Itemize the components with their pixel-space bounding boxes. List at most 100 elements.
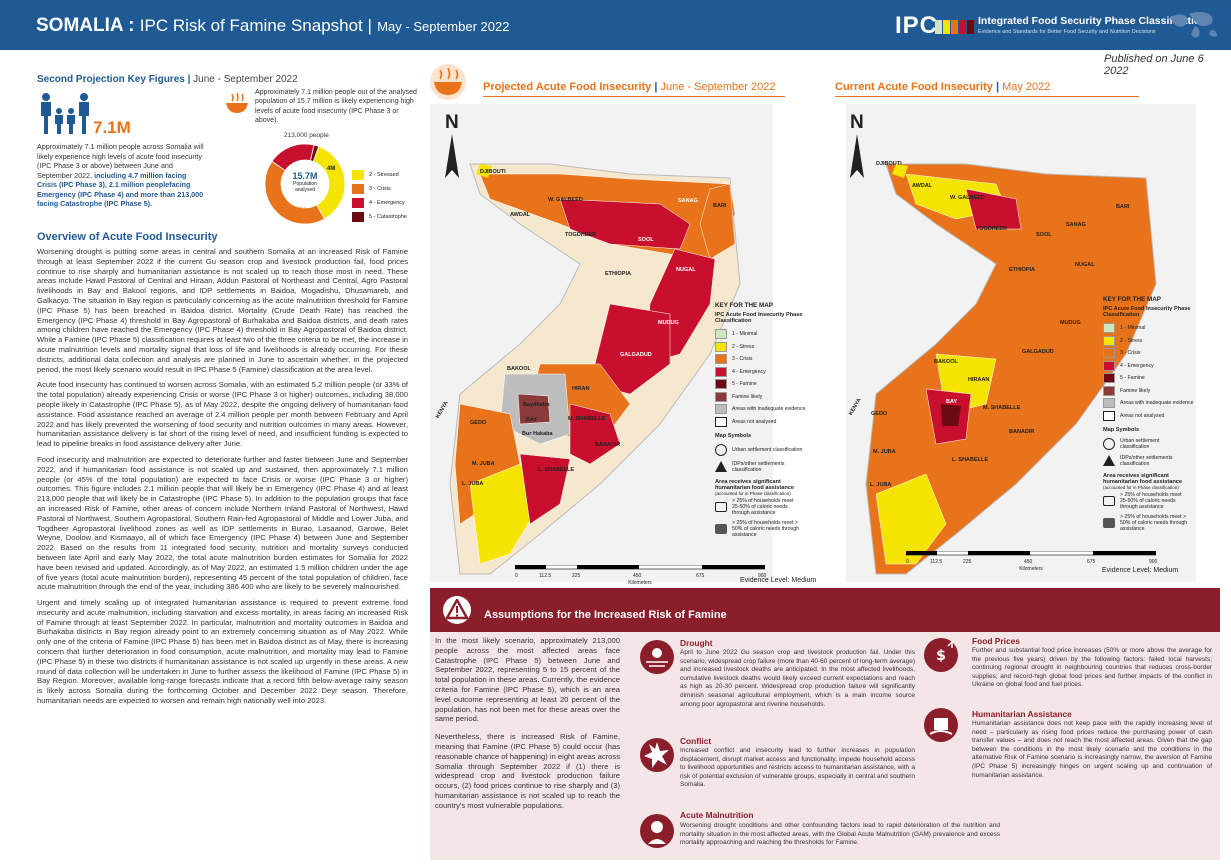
idp-settlement-icon <box>715 461 727 472</box>
legend-crisis: 3 - Crisis <box>352 182 407 196</box>
ipc-org-name: Integrated Food Security Phase Classific… <box>978 15 1207 27</box>
key-assistance-1: > 25% of households meet 25-50% of calor… <box>715 496 830 518</box>
drought-heading: Drought <box>680 638 713 648</box>
population-donut-chart <box>264 143 346 225</box>
overview-body: Worsening drought is putting some areas … <box>37 247 408 712</box>
current-map-title: Current Acute Food Insecurity | May 2022 <box>835 81 1051 93</box>
food-bowl-icon <box>226 92 248 113</box>
key-phase-1: 1 - Minimal <box>715 328 830 341</box>
idp-settlement-icon <box>1103 455 1115 466</box>
urban-settlement-icon <box>1103 437 1115 450</box>
drought-icon <box>640 640 674 674</box>
map-region-labels: DJIBOUTI AWDAL W. GALBEED SANAG BARI TOG… <box>435 169 727 487</box>
current-food-insecurity-map: N DJIBOUTI AWDAL W. GALBEED SANAG BARI T… <box>846 104 1196 582</box>
ipc-logo: IPC <box>895 12 939 39</box>
key-phase-1: 1 - Minimal <box>1103 322 1195 335</box>
legend-stressed: 2 - Stressed <box>352 168 407 182</box>
donut-slice <box>264 160 326 225</box>
population-analysed-text: Approximately 7.1 million people out of … <box>255 89 417 125</box>
acute-malnutrition-heading: Acute Malnutrition <box>680 810 754 820</box>
key-phase-4: 4 - Emergency <box>1103 360 1195 373</box>
divider <box>483 96 785 97</box>
key-assistance-1: > 25% of households meet 25-50% of calor… <box>1103 490 1195 512</box>
divider <box>835 96 1139 97</box>
key-phase-5: 5 - Famine <box>715 378 830 391</box>
legend-emergency: 4 - Emergency <box>352 196 407 210</box>
key-idp-symbol: IDPs/other settlements classification <box>1103 452 1195 469</box>
key-phase-2: 2 - Stress <box>1103 335 1195 348</box>
humanitarian-assistance-heading: Humanitarian Assistance <box>972 709 1072 719</box>
key-not-analysed: Areas not analysed <box>715 416 830 429</box>
key-phase-5: 5 - Famine <box>1103 372 1195 385</box>
map-region-labels: DJIBOUTI AWDAL W. GALBEED SANAG BARI TOG… <box>848 161 1130 488</box>
donut-center: 15.7M Population analysed <box>292 171 318 193</box>
key-not-analysed: Areas not analysed <box>1103 410 1195 423</box>
key-phase-2: 2 - Stress <box>715 341 830 354</box>
urban-settlement-icon <box>715 443 727 456</box>
key-idp-symbol: IDPs/other settlements classification <box>715 458 830 475</box>
projected-food-insecurity-map: N DJIBOUTI AWDAL W. GALBEED SANAG BARI T… <box>430 104 806 582</box>
donut-slice <box>309 144 320 162</box>
overview-paragraph: Acute food insecurity has continued to w… <box>37 380 408 449</box>
family-icon <box>41 93 89 134</box>
food-bowl-icon <box>430 64 466 100</box>
north-arrow: N <box>850 112 864 133</box>
acute-malnutrition-icon <box>640 814 674 848</box>
key-phase-3: 3 - Crisis <box>715 353 830 366</box>
somalia-map-projected <box>449 163 741 575</box>
projected-map-title: Projected Acute Food Insecurity | June -… <box>483 81 776 93</box>
assumptions-header: Assumptions for the Increased Risk of Fa… <box>430 588 1220 632</box>
key-inadequate-evidence: Areas with inadequate evidence <box>715 403 830 416</box>
page-header: SOMALIA : IPC Risk of Famine Snapshot | … <box>0 0 1231 50</box>
food-bag-outline-icon <box>715 502 727 512</box>
food-prices-icon: $ <box>924 638 958 672</box>
key-figures-text: Approximately 7.1 million people across … <box>37 142 204 208</box>
acute-malnutrition-text: Worsening drought conditions and other c… <box>680 822 1000 847</box>
crisis-slice-label: 4.7M <box>293 208 307 214</box>
humanitarian-assistance-icon <box>924 708 958 742</box>
humanitarian-assistance-text: Humanitarian assistance does not keep pa… <box>972 720 1212 779</box>
food-bag-filled-icon <box>715 524 727 534</box>
headline-figure: 7.1M <box>93 118 131 137</box>
conflict-text: Increased conflict and insecurity lead t… <box>680 747 915 789</box>
map-scale-bar: 0 112.5 225 450 675 900 Kilometers <box>514 564 766 586</box>
catastrophe-population-label: 213,000 people <box>284 132 329 139</box>
food-prices-heading: Food Prices <box>972 636 1020 646</box>
key-phase-4: 4 - Emergency <box>715 366 830 379</box>
key-urban-symbol: Urban settlement classification <box>715 441 830 458</box>
north-arrow-icon <box>850 134 864 178</box>
conflict-heading: Conflict <box>680 736 712 746</box>
key-famine-likely: Famine likely <box>1103 385 1195 398</box>
legend-catastrophe: 5 - Catastrophe <box>352 210 407 224</box>
assumptions-intro: In the most likely scenario, approximate… <box>435 636 620 810</box>
overview-paragraph: Food insecurity and malnutrition are exp… <box>37 454 408 592</box>
drought-text: April to June 2022 Gu season crop and li… <box>680 649 915 708</box>
map-key: KEY FOR THE MAP IPC Acute Food Insecurit… <box>715 302 830 540</box>
scale-bar-icon <box>514 564 766 570</box>
conflict-icon <box>640 738 674 772</box>
report-title: SOMALIA : IPC Risk of Famine Snapshot | … <box>36 15 510 36</box>
key-phase-3: 3 - Crisis <box>1103 347 1195 360</box>
overview-title: Overview of Acute Food Insecurity <box>37 231 218 243</box>
donut-legend: 2 - Stressed 3 - Crisis 4 - Emergency 5 … <box>352 168 407 224</box>
assumptions-panel: Assumptions for the Increased Risk of Fa… <box>430 588 1220 860</box>
ipc-phase-bars-icon <box>935 20 974 34</box>
map-scale-bar: 0 112.5 225 450 675 900 Kilometers <box>905 550 1157 572</box>
key-assistance-2: > 25% of households meet > 50% of calori… <box>715 518 830 540</box>
key-urban-symbol: Urban settlement classification <box>1103 435 1195 452</box>
key-famine-likely: Famine likely <box>715 391 830 404</box>
key-assistance-2: > 25% of households meet > 50% of calori… <box>1103 512 1195 534</box>
warning-icon <box>443 596 471 624</box>
food-bag-filled-icon <box>1103 518 1115 528</box>
evidence-level: Evidence Level: Medium <box>740 577 817 584</box>
ipc-org-tagline: Evidence and Standards for Better Food S… <box>978 29 1156 35</box>
food-prices-text: Further and substantial food price incre… <box>972 647 1212 689</box>
somalia-map-current <box>865 163 1157 575</box>
north-arrow-icon <box>445 134 459 178</box>
key-figures-title: Second Projection Key Figures | June - S… <box>37 74 298 85</box>
key-inadequate-evidence: Areas with inadequate evidence <box>1103 397 1195 410</box>
published-date: Published on June 6 2022 <box>1104 53 1204 77</box>
map-key: KEY FOR THE MAP IPC Acute Food Insecurit… <box>1103 296 1195 534</box>
overview-paragraph: Worsening drought is putting some areas … <box>37 247 408 374</box>
stressed-slice-label: 4M <box>327 166 336 172</box>
